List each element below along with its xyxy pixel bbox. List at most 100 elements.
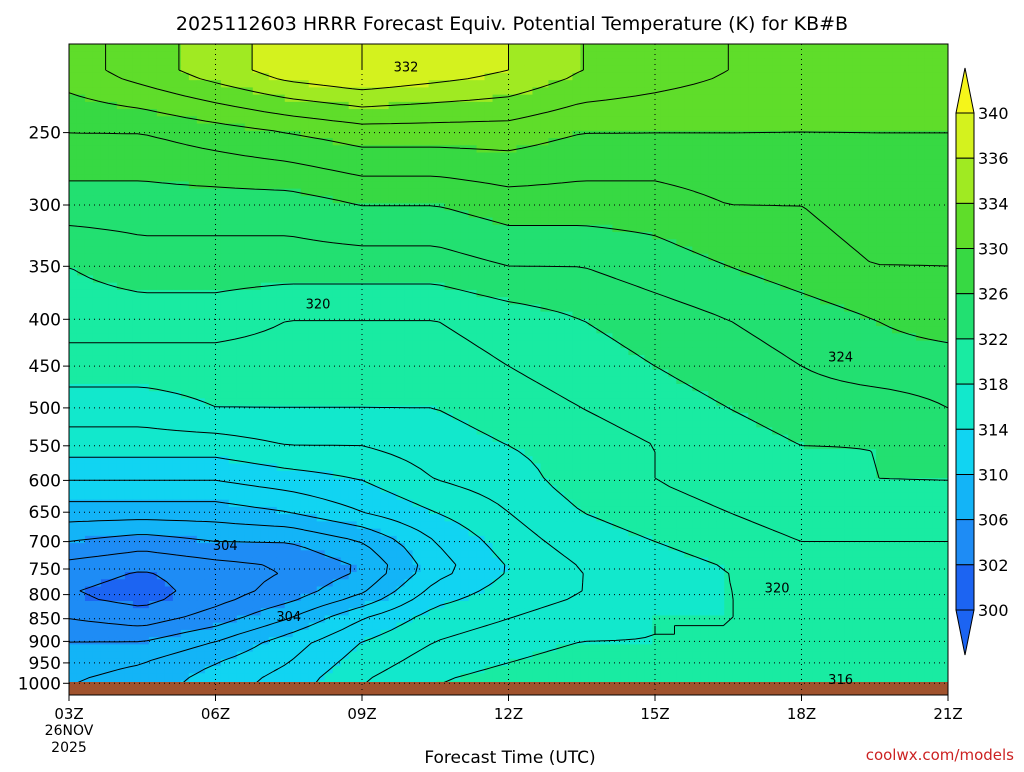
heatmap-cell: [436, 304, 446, 313]
heatmap-cell: [460, 130, 470, 139]
heatmap-cell: [852, 159, 861, 168]
heatmap-cell: [516, 275, 526, 284]
heatmap-cell: [596, 340, 605, 349]
heatmap-cell: [596, 326, 605, 334]
heatmap-cell: [388, 145, 398, 154]
heatmap-cell: [92, 304, 102, 313]
heatmap-cell: [196, 51, 206, 60]
heatmap-cell: [372, 318, 382, 327]
heatmap-cell: [356, 72, 366, 81]
heatmap-cell: [580, 159, 590, 168]
heatmap-cell: [596, 174, 605, 183]
heatmap-cell: [436, 80, 446, 88]
heatmap-cell: [84, 210, 94, 219]
heatmap-cell: [684, 239, 693, 248]
heatmap-cell: [396, 51, 406, 60]
heatmap-cell: [628, 333, 637, 342]
heatmap-cell: [476, 268, 486, 277]
heatmap-cell: [204, 268, 214, 277]
heatmap-cell: [444, 188, 454, 197]
heatmap-cell: [828, 80, 837, 88]
heatmap-cell: [108, 203, 118, 211]
heatmap-cell: [620, 181, 629, 190]
heatmap-cell: [388, 297, 398, 305]
heatmap-cell: [284, 304, 294, 313]
heatmap-cell: [548, 109, 558, 117]
heatmap-cell: [372, 138, 382, 146]
heatmap-cell: [836, 239, 845, 248]
heatmap-cell: [844, 246, 853, 255]
heatmap-cell: [812, 261, 821, 269]
heatmap-cell: [836, 72, 845, 81]
heatmap-cell: [828, 44, 837, 52]
heatmap-cell: [276, 72, 286, 81]
heatmap-cell: [188, 304, 198, 313]
heatmap-cell: [620, 166, 629, 175]
heatmap-cell: [220, 340, 230, 349]
heatmap-cell: [292, 261, 302, 269]
heatmap-cell: [596, 109, 605, 117]
heatmap-cell: [508, 311, 518, 320]
heatmap-cell: [460, 261, 470, 269]
heatmap-cell: [668, 268, 677, 277]
heatmap-cell: [644, 362, 653, 371]
heatmap-cell: [740, 239, 749, 248]
heatmap-cell: [372, 355, 382, 363]
heatmap-cell: [148, 210, 158, 219]
heatmap-cell: [876, 275, 885, 284]
heatmap-cell: [148, 355, 158, 363]
heatmap-cell: [668, 355, 677, 363]
heatmap-cell: [604, 239, 613, 248]
heatmap-cell: [492, 253, 502, 262]
heatmap-cell: [404, 94, 414, 103]
heatmap-cell: [788, 116, 797, 125]
heatmap-cell: [412, 94, 422, 103]
heatmap-cell: [484, 217, 494, 226]
heatmap-cell: [604, 72, 613, 81]
heatmap-cell: [932, 174, 941, 183]
heatmap-cell: [604, 58, 613, 67]
heatmap-cell: [844, 203, 853, 211]
heatmap-cell: [916, 44, 925, 52]
heatmap-cell: [780, 80, 789, 88]
heatmap-cell: [220, 326, 230, 334]
heatmap-cell: [180, 340, 190, 349]
heatmap-cell: [284, 65, 294, 74]
heatmap-cell: [940, 311, 948, 320]
heatmap-cell: [564, 123, 574, 132]
heatmap-cell: [212, 268, 222, 277]
heatmap-cell: [284, 44, 294, 52]
heatmap-cell: [380, 326, 390, 334]
heatmap-cell: [820, 261, 829, 269]
heatmap-cell: [380, 261, 390, 269]
heatmap-cell: [420, 347, 430, 356]
heatmap-cell: [620, 145, 629, 154]
heatmap-cell: [588, 145, 597, 154]
heatmap-cell: [796, 355, 805, 363]
heatmap-cell: [532, 72, 542, 81]
heatmap-cell: [364, 362, 374, 371]
heatmap-cell: [92, 80, 102, 88]
heatmap-cell: [308, 224, 318, 233]
heatmap-cell: [596, 282, 605, 291]
heatmap-cell: [828, 217, 837, 226]
heatmap-cell: [396, 94, 406, 103]
heatmap-cell: [372, 72, 382, 81]
heatmap-cell: [828, 123, 837, 132]
heatmap-cell: [156, 217, 166, 226]
heatmap-cell: [564, 224, 574, 233]
heatmap-cell: [892, 275, 901, 284]
heatmap-cell: [92, 347, 102, 356]
heatmap-cell: [228, 275, 238, 284]
heatmap-cell: [532, 239, 542, 248]
heatmap-cell: [508, 232, 518, 240]
heatmap-cell: [372, 275, 382, 284]
heatmap-cell: [84, 174, 94, 183]
heatmap-cell: [324, 282, 334, 291]
heatmap-cell: [708, 355, 717, 363]
heatmap-cell: [172, 239, 182, 248]
heatmap-cell: [436, 51, 446, 60]
heatmap-cell: [244, 369, 254, 378]
heatmap-cell: [69, 340, 78, 349]
heatmap-cell: [444, 355, 454, 363]
